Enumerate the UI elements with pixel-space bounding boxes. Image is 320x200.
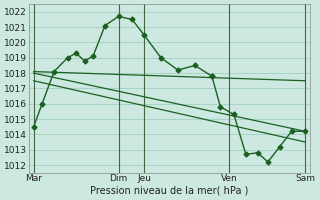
X-axis label: Pression niveau de la mer( hPa ): Pression niveau de la mer( hPa ) bbox=[90, 186, 249, 196]
